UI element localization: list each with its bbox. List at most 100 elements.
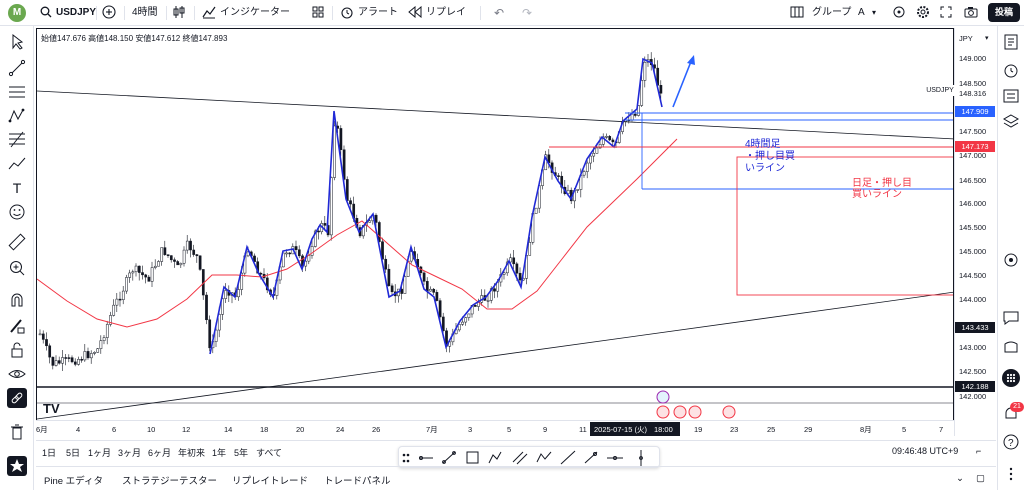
range-1m[interactable]: 1ヶ月 [88, 448, 112, 458]
horizontal-line-icon[interactable] [607, 456, 623, 460]
alarm-clock-icon[interactable] [1001, 60, 1021, 80]
pine-editor-tab[interactable]: Pine エディタ [44, 476, 103, 487]
range-5y[interactable]: 5年 [234, 448, 249, 458]
trend-line-icon[interactable] [7, 58, 27, 78]
add-symbol-icon[interactable] [102, 4, 116, 22]
star-favorites-icon[interactable] [7, 456, 27, 476]
maximize-panel-icon[interactable]: ▢ [976, 473, 985, 484]
chevron-down-icon[interactable]: ▾ [985, 35, 989, 42]
forecast-icon[interactable] [7, 154, 27, 174]
time-axis[interactable]: 6月 4 6 10 12 14 18 20 24 26 7月 3 5 9 11 … [36, 420, 954, 436]
redo-icon[interactable]: ↷ [522, 6, 533, 20]
right-sidebar: 21 ? [997, 26, 1024, 490]
layout-grid-icon[interactable] [312, 4, 324, 22]
emoji-icon[interactable] [7, 202, 27, 222]
vertical-line-icon[interactable] [639, 450, 643, 466]
range-ytd[interactable]: 年初来 [178, 448, 206, 458]
layout-icon[interactable] [790, 4, 804, 22]
chevron-down-icon[interactable]: ▾ [872, 8, 877, 17]
path-icon[interactable] [488, 451, 502, 464]
strategy-tester-tab[interactable]: ストラテジーテスター [122, 476, 218, 487]
apps-grid-icon[interactable] [1001, 368, 1021, 388]
replay-button[interactable]: リプレイ [426, 7, 466, 18]
horizontal-ray-icon[interactable] [419, 456, 433, 460]
indicators-button[interactable]: インジケーター [220, 7, 290, 18]
candle-body [237, 289, 240, 298]
time-tick: 7 [939, 425, 943, 434]
camera-icon[interactable] [964, 4, 978, 22]
brush-icon[interactable] [584, 451, 598, 464]
close-label: 終値 [182, 34, 199, 43]
price-axis[interactable]: JPY ▾ 149.000 148.500 USDJPY 148.316 147… [925, 28, 996, 436]
range-1d[interactable]: 1日 [42, 448, 57, 458]
trade-panel-tab[interactable]: トレードパネル [324, 476, 391, 487]
indicators-icon[interactable] [202, 4, 216, 22]
group-letter[interactable]: A [858, 7, 865, 18]
lock-pencil-icon[interactable] [7, 316, 27, 336]
alert-button[interactable]: アラート [358, 7, 398, 18]
candle-type-icon[interactable] [172, 4, 186, 22]
ruler-icon[interactable] [7, 232, 27, 252]
text-tool-icon[interactable]: T [12, 180, 22, 196]
fullscreen-icon[interactable] [940, 4, 952, 22]
post-button[interactable]: 投稿 [988, 3, 1020, 22]
event-icon-3[interactable] [673, 405, 687, 419]
group-button[interactable]: グループ [812, 7, 852, 18]
search-icon[interactable] [40, 4, 52, 22]
dots-menu-icon[interactable] [1001, 464, 1021, 484]
replay-trade-tab[interactable]: リプレイトレード [232, 476, 309, 487]
trend-line-icon[interactable] [442, 451, 456, 464]
range-1y[interactable]: 1年 [212, 448, 227, 458]
floating-drawing-toolbar [398, 446, 660, 468]
eye-icon[interactable] [7, 364, 27, 384]
low-value: 147.612 [151, 34, 181, 43]
cursor-icon[interactable] [7, 32, 27, 52]
candle-body [640, 80, 644, 106]
clock[interactable]: 09:46:48 UTC+9 [892, 446, 959, 456]
link-icon[interactable] [7, 388, 27, 408]
event-icon-1[interactable] [656, 390, 670, 404]
top-toolbar: M USDJPY 4時間 インジケーター アラート リプレイ ↶ ↷ グループ … [0, 0, 1024, 26]
trash-icon[interactable] [7, 422, 27, 442]
event-icon-2[interactable] [656, 405, 670, 419]
chat-icon[interactable] [1001, 308, 1021, 328]
symbol-search[interactable]: USDJPY [56, 7, 97, 18]
price-chart[interactable]: 始値147.676 高値148.150 安値147.612 終値147.893 … [36, 28, 954, 436]
watchlist-icon[interactable] [1001, 32, 1021, 52]
candle-body [329, 177, 333, 236]
chevron-down-icon[interactable]: ⌄ [956, 473, 964, 484]
range-5d[interactable]: 5日 [66, 448, 81, 458]
lock-icon[interactable] [7, 340, 27, 360]
pulse-icon[interactable] [892, 4, 906, 22]
interval-button[interactable]: 4時間 [132, 7, 158, 18]
magnet-icon[interactable] [7, 290, 27, 310]
range-3m[interactable]: 3ヶ月 [118, 448, 142, 458]
ideas-icon[interactable] [1001, 338, 1021, 358]
fib-icon[interactable] [7, 130, 27, 150]
resize-handle-icon[interactable]: ⌐ [976, 446, 982, 456]
pattern-icon[interactable] [7, 106, 27, 126]
long-line-icon[interactable] [560, 450, 576, 465]
rectangle-icon[interactable] [466, 451, 479, 464]
help-icon[interactable]: ? [1001, 432, 1021, 452]
undo-icon[interactable]: ↶ [494, 6, 505, 20]
user-avatar[interactable]: M [8, 4, 26, 22]
target-icon[interactable] [1001, 250, 1021, 270]
news-icon[interactable] [1001, 86, 1021, 106]
price-tick: 149.000 [959, 54, 987, 63]
settings-gear-icon[interactable] [916, 4, 930, 22]
event-icon-5[interactable] [722, 405, 736, 419]
price-tick: 142.000 [959, 392, 987, 401]
layers-icon[interactable] [1001, 112, 1021, 132]
pitchfork-icon[interactable] [536, 451, 552, 463]
range-all[interactable]: すべて [256, 448, 283, 458]
parallel-channel-icon[interactable] [512, 451, 528, 465]
zoom-icon[interactable] [7, 258, 27, 278]
candle-body [467, 313, 471, 318]
drag-handle-icon[interactable] [402, 453, 410, 463]
alert-icon[interactable] [340, 4, 354, 22]
horizontal-lines-icon[interactable] [7, 82, 27, 102]
event-icon-4[interactable] [688, 405, 702, 419]
replay-icon[interactable] [408, 4, 422, 22]
range-6m[interactable]: 6ヶ月 [148, 448, 172, 458]
